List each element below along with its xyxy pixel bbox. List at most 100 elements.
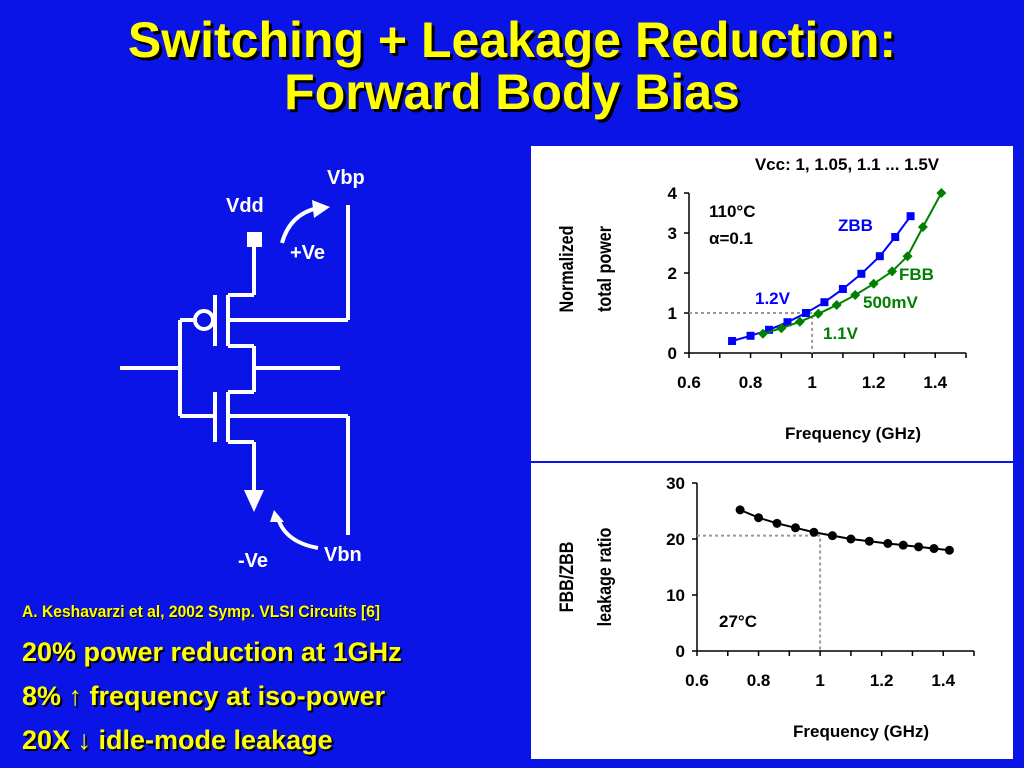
- slide-title: Switching + Leakage Reduction: Forward B…: [0, 14, 1024, 118]
- x-tick-label: 0.6: [685, 671, 709, 690]
- vbn-label: Vbn: [324, 544, 362, 566]
- data-point: [914, 542, 924, 552]
- bullet-item: 8% ↑ frequency at iso-power: [22, 681, 386, 711]
- title-line-1: Switching + Leakage Reduction:: [127, 12, 897, 68]
- ground-arrow-icon: [244, 490, 264, 512]
- x-tick-label: 1.2: [862, 373, 886, 392]
- data-point: [772, 518, 782, 528]
- bullet-item: 20% power reduction at 1GHz: [22, 637, 402, 667]
- fbb-circuit-diagram: Vdd Vbp +Ve Vbn -Ve: [120, 167, 365, 572]
- data-point: [801, 309, 810, 317]
- x-tick-label: 0.8: [739, 373, 763, 392]
- x-tick-label: 1.4: [931, 671, 955, 690]
- data-point: [887, 266, 898, 277]
- x-axis-label: Frequency (GHz): [793, 722, 929, 741]
- data-point: [757, 328, 768, 339]
- data-point: [929, 544, 939, 554]
- alpha-annotation: α=0.1: [709, 229, 753, 248]
- plot-area: 0 1 2 3 4 0.6 0.8 1 1.2 1.4: [668, 184, 967, 392]
- data-point: [846, 534, 856, 544]
- data-point: [902, 251, 913, 262]
- data-point: [838, 285, 847, 293]
- citation: A. Keshavarzi et al, 2002 Symp. VLSI Cir…: [22, 602, 381, 621]
- data-point: [790, 523, 800, 533]
- data-point: [827, 531, 837, 541]
- y-axis-label-line1: FBB/ZBB: [556, 542, 578, 613]
- x-tick-label: 1.4: [923, 373, 947, 392]
- y-tick-label: 3: [668, 224, 677, 243]
- y-tick-label: 0: [676, 642, 685, 661]
- data-point: [746, 331, 755, 340]
- data-point: [875, 252, 884, 261]
- series-line: [762, 192, 943, 335]
- y-tick-label: 0: [668, 344, 677, 363]
- data-point: [857, 269, 866, 278]
- y-axis-label: FBB/ZBB leakage ratio: [556, 527, 616, 626]
- minus-ve-arrow: [276, 517, 319, 550]
- x-axis-label: Frequency (GHz): [785, 424, 921, 443]
- y-tick-label: 4: [668, 184, 678, 203]
- bullet-item: 20X ↓ idle-mode leakage: [22, 725, 333, 755]
- data-point: [883, 538, 893, 548]
- data-point: [735, 505, 745, 515]
- x-tick-label: 0.8: [747, 671, 771, 690]
- data-point: [831, 300, 842, 310]
- data-point: [944, 545, 954, 555]
- data-point: [809, 527, 819, 537]
- y-tick-label: 2: [668, 264, 677, 283]
- x-tick-label: 1.2: [870, 671, 894, 690]
- data-point: [794, 316, 805, 327]
- fbb-label: FBB: [899, 265, 934, 284]
- y-tick-label: 20: [666, 530, 685, 549]
- power-chart-panel: Vcc: 1, 1.05, 1.1 ... 1.5V Normalized to…: [531, 146, 1013, 461]
- data-point: [728, 337, 737, 345]
- y-tick-label: 10: [666, 586, 685, 605]
- circuit-wires: [120, 205, 350, 550]
- x-tick-label: 0.6: [677, 373, 701, 392]
- fbb-mv-label: 500mV: [863, 293, 918, 312]
- data-point: [917, 222, 928, 232]
- series-line: [731, 215, 912, 342]
- v11-label: 1.1V: [823, 324, 859, 343]
- vdd-label: Vdd: [226, 195, 264, 217]
- title-line-2: Forward Body Bias: [284, 64, 740, 120]
- data-point: [898, 540, 908, 550]
- pmos-gate-bubble: [193, 309, 215, 331]
- data-point: [783, 318, 792, 327]
- y-axis-label: Normalized total power: [556, 225, 616, 312]
- data-point: [813, 308, 824, 319]
- vdd-terminal: [247, 232, 262, 247]
- leakage-chart-panel: FBB/ZBB leakage ratio Frequency (GHz) 0 1…: [531, 463, 1013, 759]
- y-tick-label: 1: [668, 304, 677, 323]
- minus-ve-label: -Ve: [238, 550, 268, 572]
- data-point: [891, 233, 900, 241]
- data-point: [776, 323, 787, 334]
- v12-label: 1.2V: [755, 289, 791, 308]
- zbb-label: ZBB: [838, 216, 873, 235]
- arrowhead-icon: [312, 200, 330, 218]
- chart-title: Vcc: 1, 1.05, 1.1 ... 1.5V: [755, 155, 940, 174]
- vbp-label: Vbp: [327, 167, 365, 189]
- data-point: [868, 278, 879, 289]
- plot-area: 0 10 20 30 0.6 0.8 1 1.2 1.4: [666, 474, 975, 690]
- leakage-chart: FBB/ZBB leakage ratio Frequency (GHz) 0 1…: [556, 474, 975, 741]
- plus-ve-arrow: [280, 206, 319, 244]
- power-chart: Vcc: 1, 1.05, 1.1 ... 1.5V Normalized to…: [556, 155, 967, 443]
- data-point: [820, 298, 829, 307]
- x-tick-label: 1: [807, 373, 816, 392]
- data-point: [754, 513, 764, 523]
- data-point: [936, 188, 947, 198]
- temp-annotation: 110°C: [709, 202, 756, 221]
- data-point: [906, 212, 915, 221]
- data-point: [850, 290, 861, 300]
- bullet-list: 20% power reduction at 1GHz 8% ↑ frequen…: [22, 630, 522, 762]
- data-point: [864, 536, 874, 546]
- x-tick-label: 1: [815, 671, 824, 690]
- data-point: [765, 325, 774, 334]
- y-axis-label-line1: Normalized: [556, 225, 578, 312]
- plus-ve-label: +Ve: [290, 242, 325, 264]
- y-axis-label-line2: total power: [594, 226, 616, 312]
- reference-line: [697, 534, 822, 651]
- arrowhead-icon: [270, 510, 284, 522]
- temp-annotation: 27°C: [719, 612, 757, 631]
